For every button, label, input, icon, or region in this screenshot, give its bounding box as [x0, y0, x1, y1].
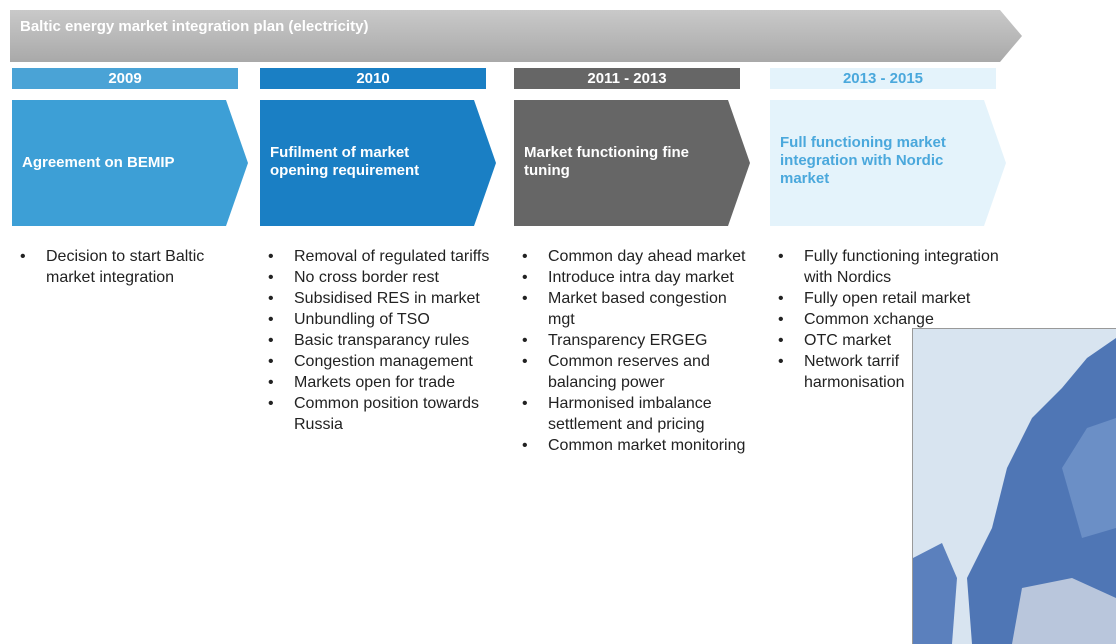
bullet-item: Harmonised imbalance settlement and pric…: [522, 393, 746, 435]
bullet-item: Common position towards Russia: [268, 393, 492, 435]
bullet-item: Fully open retail market: [778, 288, 1002, 309]
bullet-item: Markets open for trade: [268, 372, 492, 393]
phase-period: 2011 - 2013: [514, 68, 740, 89]
bullet-item: OTC market: [778, 330, 1002, 351]
bullet-item: Removal of regulated tariffs: [268, 246, 492, 267]
land: [913, 543, 957, 644]
land: [1012, 578, 1116, 644]
bullet-item: Introduce intra day market: [522, 267, 746, 288]
bullet-item: Network tarrif harmonisation: [778, 351, 1002, 393]
bullet-item: Unbundling of TSO: [268, 309, 492, 330]
phase-period: 2009: [12, 68, 238, 89]
bullet-item: Common day ahead market: [522, 246, 746, 267]
bullet-item: Decision to start Baltic market integrat…: [20, 246, 244, 288]
bullet-item: Subsidised RES in market: [268, 288, 492, 309]
bullet-item: Transparency ERGEG: [522, 330, 746, 351]
bullet-item: Common market monitoring: [522, 435, 746, 456]
phase-heading: Market functioning fine tuning: [514, 100, 750, 226]
land: [1062, 418, 1116, 538]
bullet-item: Fully functioning integration with Nordi…: [778, 246, 1002, 288]
title: Baltic energy market integration plan (e…: [20, 18, 369, 35]
bullet-list: Removal of regulated tariffsNo cross bor…: [260, 246, 492, 435]
bullet-item: No cross border rest: [268, 267, 492, 288]
phase-heading: Fufilment of market opening requirement: [260, 100, 496, 226]
bullet-item: Congestion management: [268, 351, 492, 372]
title-banner: [10, 10, 1022, 62]
land: [967, 338, 1116, 644]
bullet-list: Fully functioning integration with Nordi…: [770, 246, 1002, 393]
bullet-item: Common xchange: [778, 309, 1002, 330]
bullet-item: Basic transparancy rules: [268, 330, 492, 351]
bullet-list: Decision to start Baltic market integrat…: [12, 246, 244, 288]
bullet-item: Market based congestion mgt: [522, 288, 746, 330]
bullet-list: Common day ahead marketIntroduce intra d…: [514, 246, 746, 456]
phase-heading: Agreement on BEMIP: [12, 100, 248, 226]
phase-period: 2010: [260, 68, 486, 89]
bullet-item: Common reserves and balancing power: [522, 351, 746, 393]
phase-period: 2013 - 2015: [770, 68, 996, 89]
phase-heading: Full functioning market integration with…: [770, 100, 1006, 226]
